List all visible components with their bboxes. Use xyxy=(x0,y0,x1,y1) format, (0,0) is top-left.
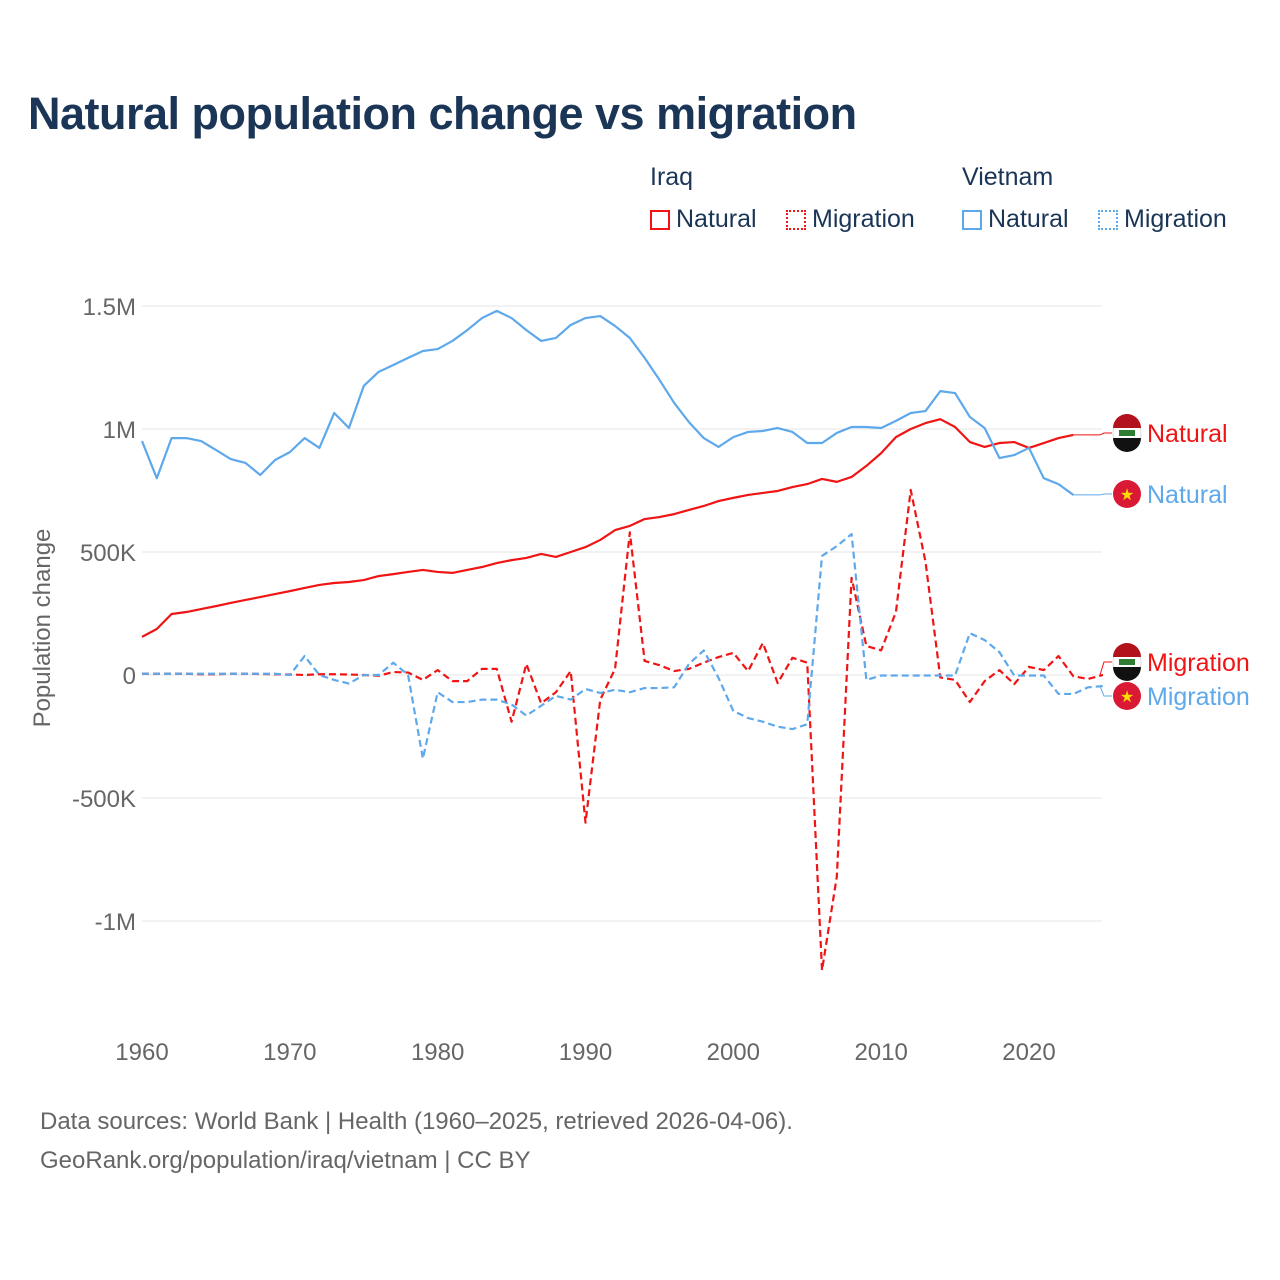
end-label-iraq-natural: Natural xyxy=(1147,420,1228,448)
iraq-flag-black-band xyxy=(1113,667,1141,681)
vietnam-flag-icon xyxy=(1113,480,1141,508)
end-label-iraq-migration: Migration xyxy=(1147,649,1250,677)
legend-vietnam-migration[interactable]: Migration xyxy=(1098,205,1227,234)
iraq-flag-red-band xyxy=(1113,414,1141,428)
y-tick-label: 1.5M xyxy=(83,294,136,321)
chart-title: Natural population change vs migration xyxy=(28,88,857,139)
legend-swatch-dotted-red xyxy=(786,209,806,230)
label-connector xyxy=(1073,493,1112,496)
vietnam-star-icon: ★ xyxy=(1120,487,1134,504)
y-tick-label: 1M xyxy=(103,417,136,444)
series-line-iraq-migration xyxy=(142,488,1104,972)
iraq-flag-red-band xyxy=(1113,643,1141,657)
x-tick-label: 1960 xyxy=(115,1039,168,1066)
footer-link[interactable]: GeoRank.org/population/iraq/vietnam | CC… xyxy=(40,1147,531,1174)
legend-swatch-solid-blue xyxy=(962,209,982,230)
x-tick-label: 1980 xyxy=(411,1039,464,1066)
legend-label: Natural xyxy=(676,205,757,233)
series-line-vietnam-natural xyxy=(140,309,1074,496)
label-connector xyxy=(1073,432,1112,436)
legend-vietnam-natural[interactable]: Natural xyxy=(962,205,1069,234)
legend-group-vietnam: Vietnam xyxy=(962,163,1054,191)
vietnam-flag-icon xyxy=(1113,682,1141,710)
x-tick-label: 2010 xyxy=(854,1039,907,1066)
iraq-flag-script xyxy=(1119,430,1135,436)
series-line-vietnam-migration xyxy=(142,532,1103,760)
legend-label: Migration xyxy=(812,205,915,233)
y-tick-label: -1M xyxy=(95,909,136,936)
series-line-iraq-natural xyxy=(141,418,1074,638)
x-tick-label: 2000 xyxy=(707,1039,760,1066)
footer-sources: Data sources: World Bank | Health (1960–… xyxy=(40,1108,793,1135)
legend-label: Natural xyxy=(988,205,1069,233)
legend-iraq-migration[interactable]: Migration xyxy=(786,205,915,234)
legend-label: Migration xyxy=(1124,205,1227,233)
iraq-flag-script xyxy=(1119,659,1135,665)
x-tick-label: 1970 xyxy=(263,1039,316,1066)
label-connector xyxy=(1099,661,1112,676)
x-tick-label: 2020 xyxy=(1002,1039,1055,1066)
x-tick-label: 1990 xyxy=(559,1039,612,1066)
vietnam-star-icon: ★ xyxy=(1120,689,1134,706)
legend-group-iraq: Iraq xyxy=(650,163,694,191)
y-tick-label: -500K xyxy=(72,786,136,813)
end-label-vietnam-migration: Migration xyxy=(1147,683,1250,711)
legend-swatch-solid-red xyxy=(650,209,670,230)
legend-swatch-dotted-blue xyxy=(1098,209,1118,230)
y-tick-label: 0 xyxy=(123,663,136,690)
y-axis-label: Population change xyxy=(29,529,56,728)
end-label-vietnam-natural: Natural xyxy=(1147,481,1228,509)
legend-iraq-natural[interactable]: Natural xyxy=(650,205,757,234)
label-connector xyxy=(1099,685,1112,697)
y-tick-label: 500K xyxy=(80,540,136,567)
iraq-flag-black-band xyxy=(1113,438,1141,452)
